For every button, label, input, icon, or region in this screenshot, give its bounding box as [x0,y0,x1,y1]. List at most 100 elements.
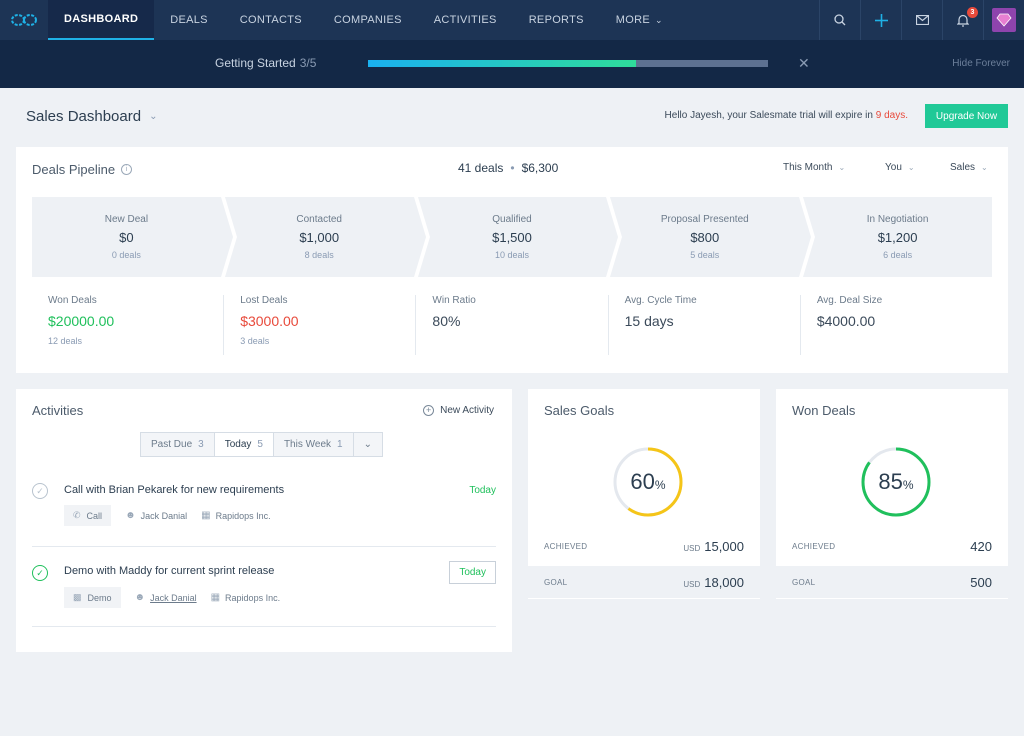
won-deals-gauge [861,447,931,517]
logo[interactable] [0,0,48,40]
stat-value: 15 days [624,313,674,329]
activity-due: Today [469,485,496,496]
stat-lost-deals[interactable]: Lost Deals $3000.00 3 deals [223,295,415,355]
activity-type-chip: ✆ Call [64,505,112,526]
currency-unit: USD [683,579,701,589]
tab-past-due[interactable]: Past Due 3 [141,433,215,456]
tab-this-week[interactable]: This Week 1 [273,433,354,456]
trial-days: 9 days. [875,110,908,121]
won-deals-title: Won Deals [792,403,856,418]
activity-item[interactable]: ✓ Demo with Maddy for current sprint rel… [32,547,496,627]
mail-icon [915,15,929,25]
gauge-value: 60 [630,469,655,494]
nav-dashboard[interactable]: DASHBOARD [48,0,155,40]
stat-won-deals[interactable]: Won Deals $20000.00 12 deals [32,295,223,355]
stage-value: $800 [690,230,720,245]
activity-meta: ✆ Call ☻ Jack Danial ▦ Rapidops Inc. [64,505,285,526]
stage-qualified[interactable]: Qualified $1,500 10 deals [417,197,623,277]
won-deals-achieved-row: ACHIEVED 420 [776,530,1008,562]
user-menu[interactable] [983,0,1024,40]
stat-value: $3000.00 [240,313,299,329]
stage-count: 0 deals [111,250,141,260]
upgrade-now-button[interactable]: Upgrade Now [925,104,1008,128]
stat-label: Won Deals [48,295,97,306]
nav-activities[interactable]: ACTIVITIES [418,0,513,40]
chevron-down-icon: ⌄ [149,111,158,122]
stat-sub: 12 deals [48,336,83,346]
achieved-value: 420 [970,538,992,554]
goal-value: 500 [970,574,992,590]
stage-new-deal[interactable]: New Deal $0 0 deals [32,197,237,277]
filter-user[interactable]: You ⌄ [885,162,915,173]
trial-message: Hello Jayesh, your Salesmate trial will … [665,110,908,121]
nav-reports[interactable]: REPORTS [513,0,600,40]
activity-title[interactable]: Call with Brian Pekarek for new requirem… [64,484,285,496]
gauge-arc [613,447,683,517]
separator-dot: • [510,161,515,175]
sales-goals-title: Sales Goals [544,403,615,418]
tab-label: Past Due [151,439,193,450]
achieved-value: 15,000 [704,538,744,554]
stage-arrow [413,197,426,277]
stage-in-negotiation[interactable]: In Negotiation $1,200 6 deals [803,197,992,277]
stat-value: $20000.00 [48,313,115,329]
new-activity-label: New Activity [440,405,494,416]
new-activity-button[interactable]: + New Activity [423,405,494,416]
pipeline-title-text: Deals Pipeline [32,162,116,177]
chevron-down-icon: ⌄ [907,163,915,172]
page-title-text: Sales Dashboard [26,108,142,125]
stage-proposal-presented[interactable]: Proposal Presented $800 5 deals [610,197,816,277]
getting-started-label[interactable]: Getting Started 3/5 [215,56,316,70]
currency-unit: USD [683,543,701,553]
close-icon[interactable]: ✕ [798,55,810,71]
page-title[interactable]: Sales Dashboard ⌄ [26,108,157,125]
pipeline-deal-count: 41 deals [458,161,504,175]
stat-win-ratio: Win Ratio 80% [415,295,607,355]
user-icon: ☻ [134,592,146,603]
activity-company[interactable]: ▦ Rapidops Inc. [211,592,281,603]
gauge-value: 85 [878,469,903,494]
check-circle-icon[interactable]: ✓ [32,483,48,499]
tab-count: 3 [198,439,204,450]
sales-goals-goal-row: GOAL USD 18,000 [528,566,760,598]
activity-type-chip: ▩ Demo [64,587,121,608]
stat-label: Lost Deals [240,295,288,306]
pipeline-stages: New Deal $0 0 deals Contacted $1,000 8 d… [32,197,992,277]
search-button[interactable] [819,0,860,40]
plus-icon [874,13,888,27]
activity-item[interactable]: ✓ Call with Brian Pekarek for new requir… [32,471,496,547]
nav-companies[interactable]: COMPANIES [318,0,418,40]
pipeline-total: $6,300 [521,161,559,175]
nav-more[interactable]: MORE ⌄ [600,0,679,40]
pipeline-stats: Won Deals $20000.00 12 deals Lost Deals … [32,295,992,355]
stage-contacted[interactable]: Contacted $1,000 8 deals [224,197,430,277]
user-icon: ☻ [125,510,136,521]
add-button[interactable] [860,0,901,40]
info-icon[interactable]: i [121,164,133,175]
tab-label: This Week [283,439,332,450]
activity-owner[interactable]: ☻ Jack Danial [125,510,187,521]
activity-title[interactable]: Demo with Maddy for current sprint relea… [64,565,275,577]
check-circle-icon[interactable]: ✓ [32,565,48,581]
tab-more-dropdown[interactable]: ⌄ [353,433,382,456]
sales-goals-percent: 60% [612,446,684,518]
stage-name: Qualified [492,214,532,225]
activity-owner[interactable]: ☻ Jack Danial [135,592,197,603]
stage-count: 6 deals [883,250,913,260]
owner-name: Jack Danial [150,592,197,603]
filter-pipeline[interactable]: Sales ⌄ [950,162,988,173]
filter-period[interactable]: This Month ⌄ [783,162,845,173]
nav-contacts[interactable]: CONTACTS [224,0,318,40]
mail-button[interactable] [901,0,942,40]
tab-today[interactable]: Today 5 [214,433,274,456]
hide-forever-link[interactable]: Hide Forever [952,58,1010,69]
owner-name: Jack Danial [140,510,188,521]
notifications-button[interactable]: 3 [942,0,983,40]
stat-label: Avg. Deal Size [816,295,883,306]
nav-deals[interactable]: DEALS [154,0,224,40]
sales-goals-gauge [613,447,683,517]
top-navbar: DASHBOARD DEALS CONTACTS COMPANIES ACTIV… [0,0,1024,40]
filter-period-label: This Month [783,162,833,173]
activity-company[interactable]: ▦ Rapidops Inc. [201,510,271,521]
gauge-arc [861,447,931,517]
